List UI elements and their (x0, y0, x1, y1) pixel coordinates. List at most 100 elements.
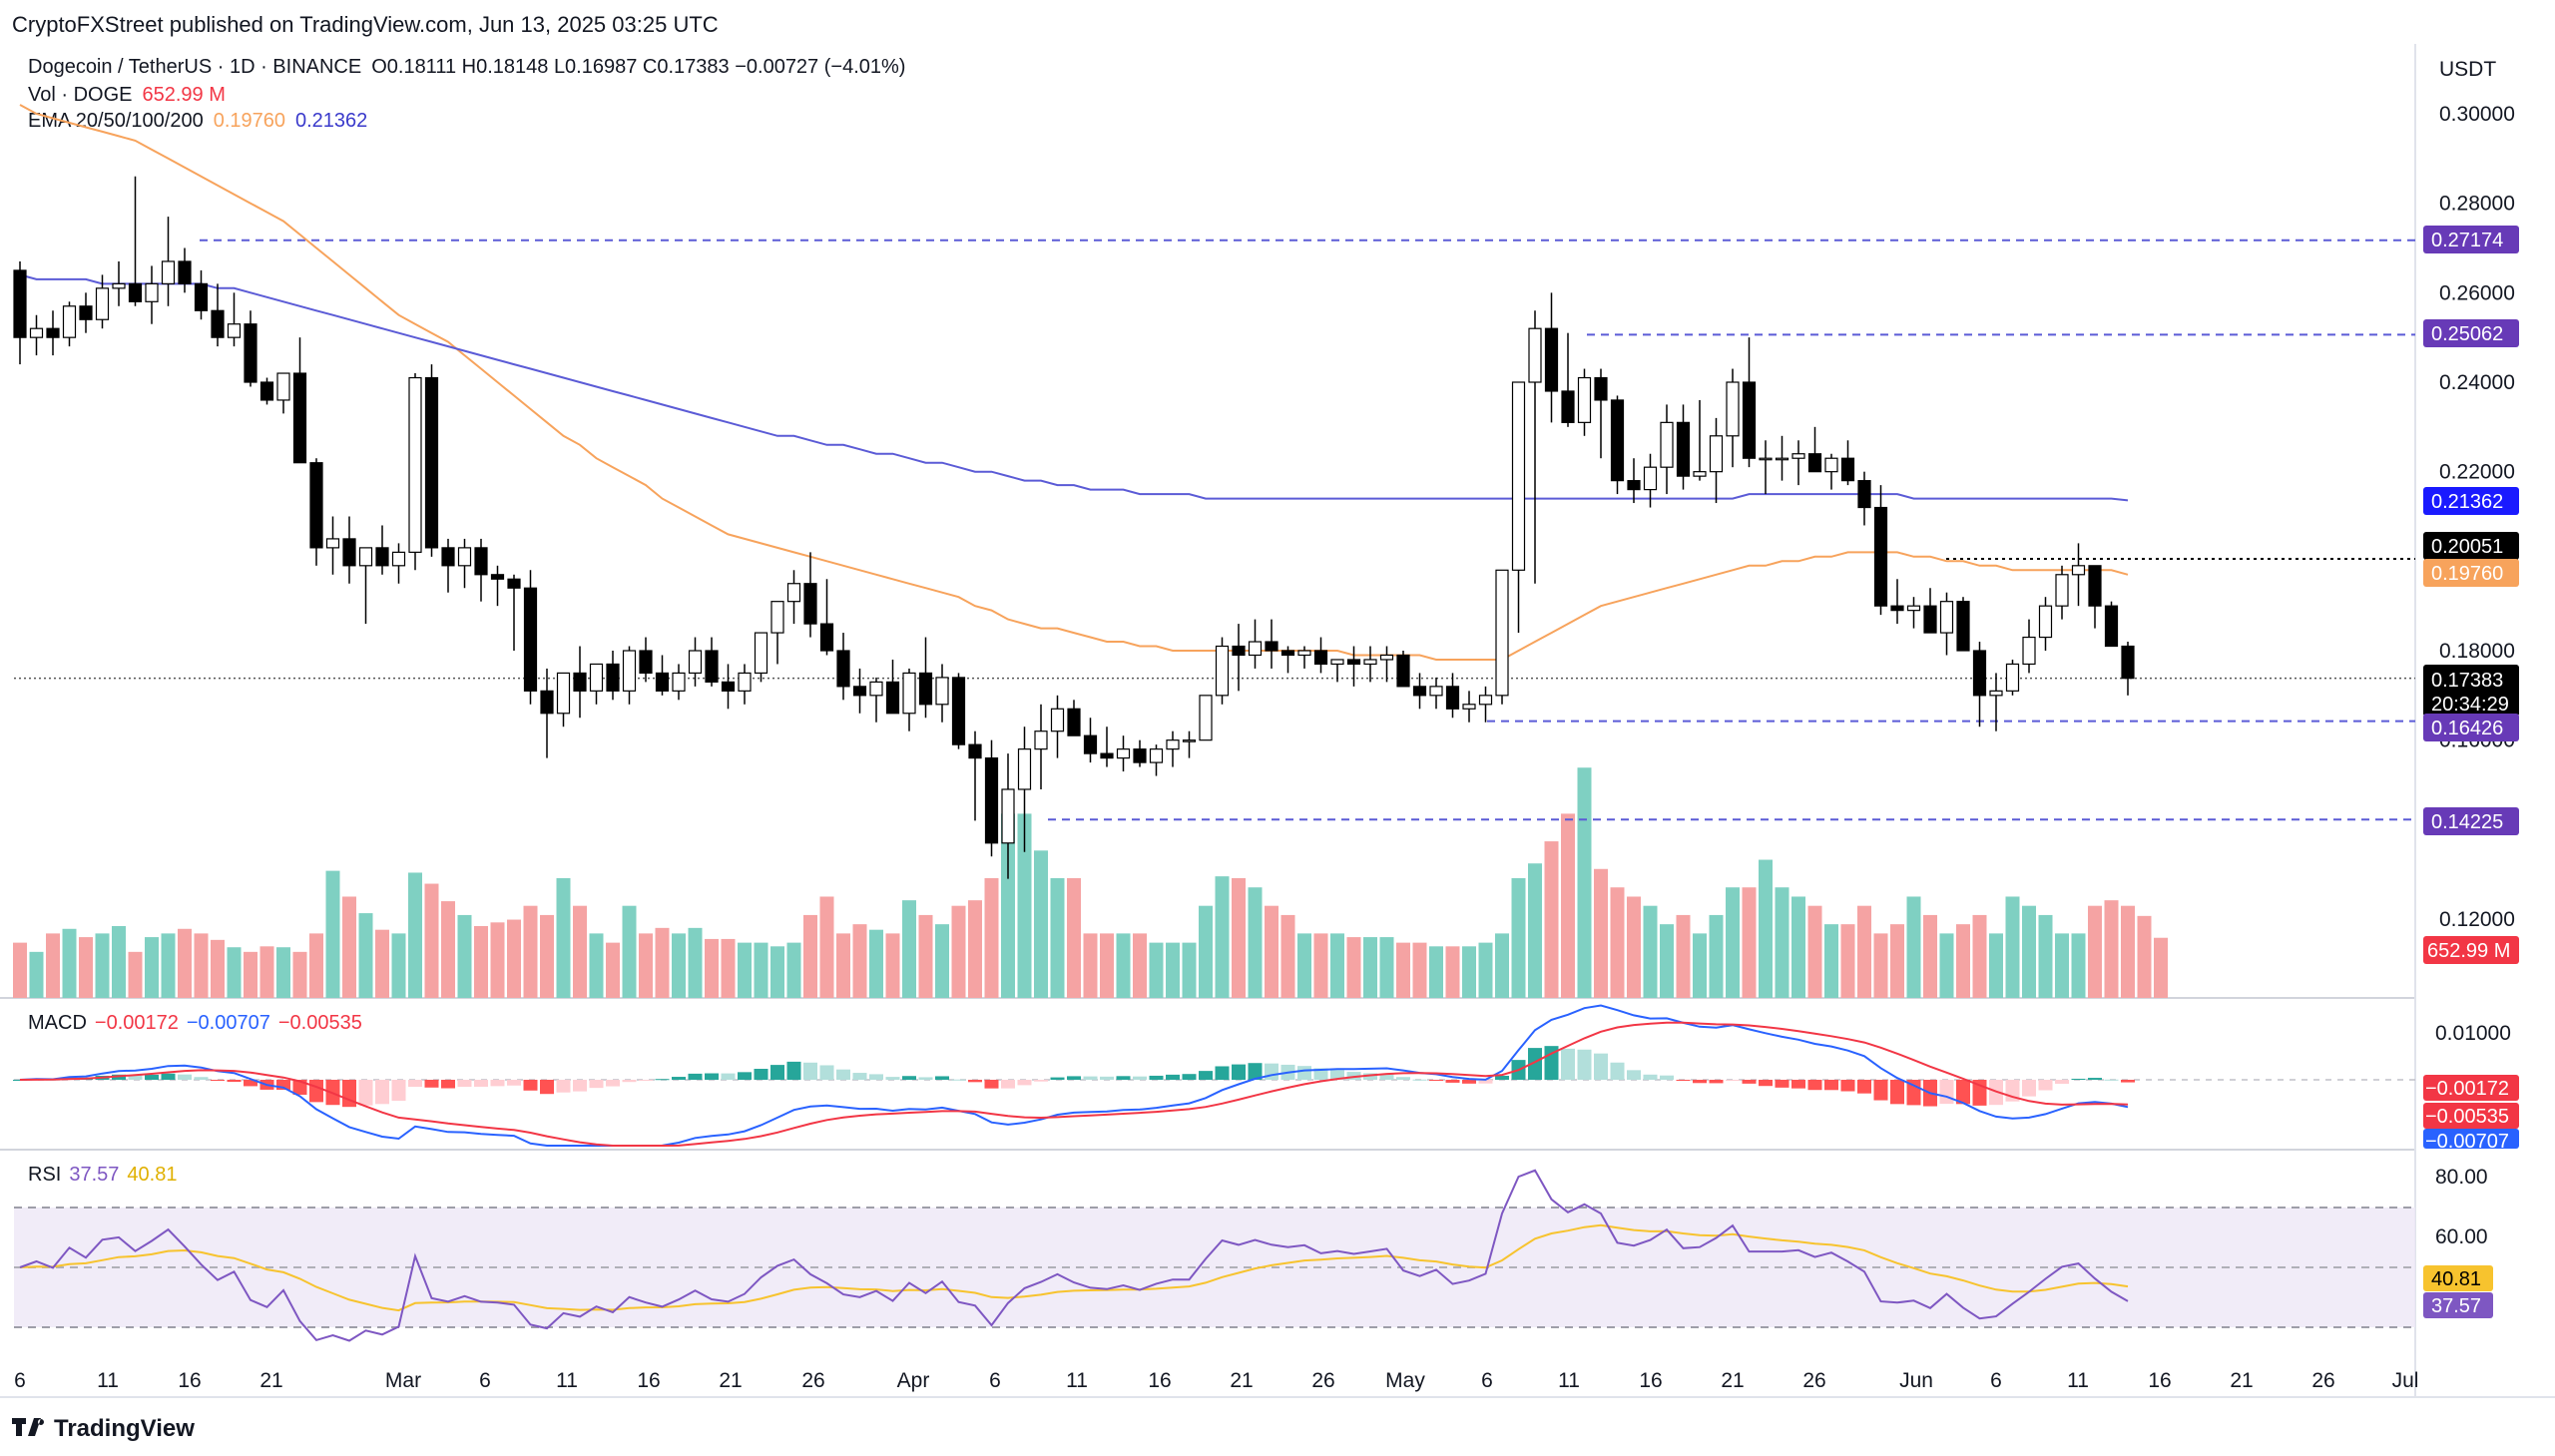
currency-label[interactable]: USDT (2439, 58, 2496, 81)
volume-bar (391, 933, 406, 998)
candle-body (1890, 605, 1904, 612)
volume-bar (1693, 933, 1707, 998)
tag-volume: 652.99 M (2423, 936, 2519, 964)
ema-label[interactable]: EMA 20/50/100/200 (28, 110, 204, 132)
candle-body (606, 663, 620, 692)
candle-body (227, 323, 242, 338)
candle-body (1923, 605, 1937, 634)
volume-bar (1100, 933, 1114, 998)
symbol-name[interactable]: Dogecoin / TetherUS · 1D · BINANCE (28, 56, 362, 78)
volume-bar (1067, 878, 1081, 998)
macd-histogram-bar (1676, 1080, 1691, 1081)
candle-body (1726, 381, 1740, 437)
tag-rsi-ma: 40.81 (2423, 1265, 2493, 1291)
candle-body (1495, 569, 1509, 697)
time-axis-tick: Mar (385, 1369, 421, 1392)
volume-bar (1890, 924, 1904, 998)
candle-body (2071, 565, 2086, 576)
candle-body (1182, 739, 1197, 742)
candle-body (1478, 695, 1493, 706)
symbol-legend: Dogecoin / TetherUS · 1D · BINANCE O0.18… (28, 56, 905, 79)
volume-bar (1280, 914, 1295, 998)
candle-body (1462, 704, 1476, 710)
time-axis-tick: 26 (801, 1369, 824, 1392)
candle-body (211, 309, 225, 338)
candle-body (342, 538, 356, 567)
macd-histogram-bar (490, 1080, 505, 1087)
candle-body (259, 381, 274, 401)
volume-bar (786, 942, 801, 998)
macd-histogram-bar (1083, 1076, 1098, 1080)
price-axis-tick: 0.30000 (2439, 103, 2515, 126)
candle-body (1034, 730, 1048, 750)
candle-body (1528, 327, 1542, 383)
volume-bar (1445, 946, 1460, 998)
tag-macd-hist-text: −0.00172 (2425, 1078, 2509, 1100)
volume-bar (1248, 887, 1263, 998)
macd-histogram-bar (1346, 1072, 1361, 1080)
candle-body (836, 650, 850, 688)
volume-bar (1857, 905, 1871, 998)
ema-value-50: 0.19760 (213, 110, 285, 132)
candle-body (358, 547, 373, 567)
time-axis-tick: 11 (556, 1369, 578, 1392)
tag-macd-line-text: −0.00707 (2425, 1131, 2509, 1153)
macd-histogram-bar (227, 1080, 242, 1083)
macd-histogram-bar (1759, 1080, 1773, 1087)
macd-histogram-bar (1067, 1076, 1081, 1080)
volume-bar (2055, 933, 2069, 998)
candle-body (688, 650, 703, 675)
macd-histogram-bar (211, 1080, 225, 1081)
macd-histogram-bar (1265, 1063, 1278, 1080)
macd-histogram-bar (573, 1080, 587, 1092)
macd-histogram-bar (1824, 1080, 1838, 1091)
tradingview-logo[interactable]: TradingView (12, 1415, 195, 1443)
time-axis-tick: 26 (1311, 1369, 1334, 1392)
macd-histogram-bar (1807, 1080, 1822, 1091)
candle-body (490, 574, 505, 580)
macd-histogram-bar (1610, 1062, 1625, 1080)
macd-histogram-bar (869, 1074, 883, 1080)
volume-bar (639, 933, 653, 998)
candle-body (1280, 650, 1295, 657)
macd-histogram-bar (1577, 1049, 1592, 1080)
macd-histogram-bar (639, 1080, 653, 1081)
macd-histogram-bar (1149, 1075, 1164, 1080)
macd-histogram-bar (770, 1065, 784, 1080)
volume-bar (1528, 863, 1542, 998)
volume-bar (1807, 905, 1822, 998)
macd-histogram-bar (688, 1073, 703, 1080)
volume-bar (342, 896, 356, 998)
volume-bar (1330, 933, 1344, 998)
candle-body (918, 672, 933, 706)
volume-bar (46, 933, 60, 998)
volume-label[interactable]: Vol · DOGE (28, 84, 133, 106)
ohlc-values: O0.18111 H0.18148 L0.16987 C0.17383 −0.0… (371, 56, 906, 78)
candle-body (1857, 480, 1871, 509)
macd-histogram-bar (1478, 1080, 1493, 1084)
candle-body (1232, 645, 1246, 657)
macd-histogram-bar (803, 1062, 817, 1080)
tradingview-logo-icon (12, 1415, 46, 1443)
macd-histogram-bar (1709, 1080, 1724, 1084)
rsi-label[interactable]: RSI (28, 1164, 62, 1186)
macd-histogram-bar (358, 1080, 373, 1106)
macd-histogram-bar (984, 1080, 999, 1089)
macd-histogram-bar (1182, 1074, 1197, 1080)
candle-body (1116, 748, 1131, 759)
tag-support-1: 0.16426 (2423, 714, 2519, 741)
macd-histogram-bar (13, 1080, 27, 1081)
candle-body (852, 686, 867, 697)
volume-bar (1297, 933, 1311, 998)
candle-body (1396, 654, 1410, 688)
macd-histogram-bar (1445, 1080, 1460, 1083)
macd-histogram-bar (1873, 1080, 1888, 1101)
time-axis-tick: 21 (259, 1369, 282, 1392)
volume-bar (1149, 942, 1164, 998)
candle-body (1050, 708, 1065, 732)
volume-bar (1116, 933, 1131, 998)
macd-label[interactable]: MACD (28, 1012, 87, 1034)
macd-histogram-bar (1313, 1068, 1328, 1080)
tag-macd-signal-text: −0.00535 (2425, 1106, 2509, 1128)
